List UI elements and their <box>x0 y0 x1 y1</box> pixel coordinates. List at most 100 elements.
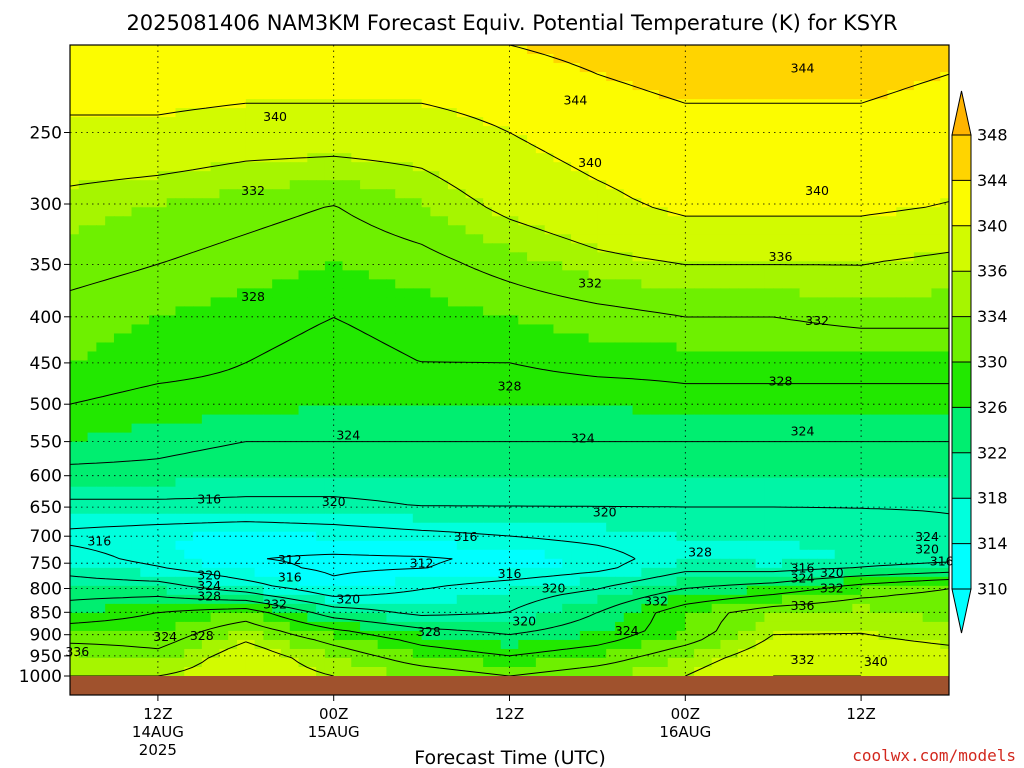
field-cell <box>421 144 431 154</box>
field-cell <box>606 135 616 145</box>
field-cell <box>667 45 678 55</box>
field-cell <box>711 477 722 488</box>
field-cell <box>852 279 862 289</box>
field-cell <box>368 270 379 280</box>
field-cell <box>799 108 809 118</box>
field-cell <box>869 180 880 190</box>
field-cell <box>694 171 704 181</box>
field-cell <box>940 81 949 91</box>
field-cell <box>298 234 308 244</box>
field-cell <box>509 171 519 181</box>
field-cell <box>755 198 766 208</box>
field-cell <box>298 441 308 452</box>
field-cell <box>447 387 458 398</box>
field-cell <box>579 315 590 326</box>
field-cell <box>632 207 642 217</box>
field-cell <box>439 108 449 118</box>
field-cell <box>316 225 326 235</box>
field-cell <box>289 342 300 353</box>
field-cell <box>808 63 818 73</box>
field-cell <box>386 144 396 154</box>
field-cell <box>913 45 924 55</box>
field-cell <box>483 324 493 335</box>
field-cell <box>597 225 607 235</box>
field-cell <box>571 351 581 362</box>
field-cell <box>307 387 317 398</box>
field-cell <box>105 396 115 407</box>
field-cell <box>404 45 414 55</box>
field-cell <box>412 423 423 434</box>
field-cell <box>623 72 634 82</box>
field-cell <box>641 279 651 289</box>
field-cell <box>658 360 669 371</box>
field-cell <box>711 306 722 317</box>
field-cell <box>781 414 792 425</box>
field-cell <box>614 441 625 452</box>
field-cell <box>105 279 115 289</box>
field-cell <box>913 144 924 154</box>
field-cell <box>113 477 124 488</box>
field-cell <box>193 90 203 100</box>
field-cell <box>878 297 889 308</box>
field-cell <box>694 387 704 398</box>
field-cell <box>790 324 801 335</box>
field-cell <box>861 216 871 226</box>
field-cell <box>632 477 642 488</box>
field-cell <box>527 72 537 82</box>
field-cell <box>658 117 669 127</box>
field-cell <box>544 126 555 136</box>
field-cell <box>817 333 827 344</box>
field-cell <box>289 54 300 64</box>
field-cell <box>377 432 388 443</box>
field-cell <box>931 99 941 109</box>
field-cell <box>298 207 308 217</box>
field-cell <box>465 153 475 163</box>
field-cell <box>113 135 124 145</box>
field-cell <box>140 72 150 82</box>
field-cell <box>667 306 678 317</box>
field-cell <box>386 477 396 488</box>
field-cell <box>781 144 792 154</box>
field-cell <box>834 54 845 64</box>
field-cell <box>606 81 616 91</box>
field-cell <box>491 297 502 308</box>
field-cell <box>184 162 194 172</box>
field-cell <box>500 243 511 253</box>
field-cell <box>193 450 203 461</box>
field-cell <box>368 441 379 452</box>
field-cell <box>491 90 502 100</box>
field-cell <box>764 207 774 217</box>
field-cell <box>122 468 133 479</box>
field-cell <box>500 99 511 109</box>
field-cell <box>228 351 238 362</box>
field-cell <box>711 288 722 298</box>
field-cell <box>149 252 159 262</box>
field-cell <box>676 270 686 280</box>
field-cell <box>623 477 634 488</box>
field-cell <box>852 333 862 344</box>
field-cell <box>641 225 651 235</box>
field-cell <box>571 261 581 271</box>
field-cell <box>571 117 581 127</box>
field-cell <box>219 144 229 154</box>
field-cell <box>368 279 379 289</box>
field-cell <box>913 162 924 172</box>
field-cell <box>614 405 625 416</box>
field-cell <box>711 198 722 208</box>
field-cell <box>245 279 256 289</box>
field-cell <box>746 81 757 91</box>
field-cell <box>456 414 467 425</box>
field-cell <box>861 63 871 73</box>
field-cell <box>201 324 212 335</box>
field-cell <box>553 450 563 461</box>
field-cell <box>219 261 229 271</box>
field-cell <box>96 153 106 163</box>
field-cell <box>729 423 739 434</box>
field-cell <box>544 135 555 145</box>
field-cell <box>175 351 185 362</box>
field-cell <box>333 414 344 425</box>
field-cell <box>430 351 440 362</box>
field-cell <box>166 153 177 163</box>
field-cell <box>465 162 475 172</box>
field-cell <box>184 288 194 298</box>
